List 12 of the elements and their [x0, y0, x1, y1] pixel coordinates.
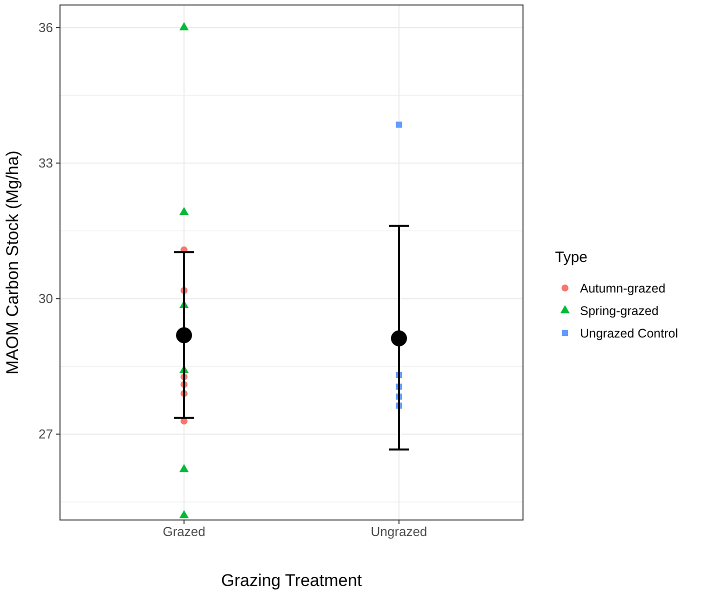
y-tick-label: 27: [38, 426, 53, 442]
x-tick-label: Grazed: [162, 524, 206, 540]
y-tick-label: 30: [38, 290, 53, 306]
legend-label: Autumn-grazed: [580, 282, 666, 296]
y-tick-label: 36: [38, 20, 53, 35]
legend-label: Ungrazed Control: [580, 326, 678, 340]
x-tick-label: Ungrazed: [370, 524, 428, 540]
y-axis-title: MAOM Carbon Stock (Mg/ha): [3, 150, 22, 374]
y-tick-label: 33: [38, 155, 53, 170]
legend-title: Type: [555, 249, 588, 266]
legend-label: Spring-grazed: [580, 304, 659, 318]
x-axis-title: Grazing Treatment: [221, 571, 362, 590]
